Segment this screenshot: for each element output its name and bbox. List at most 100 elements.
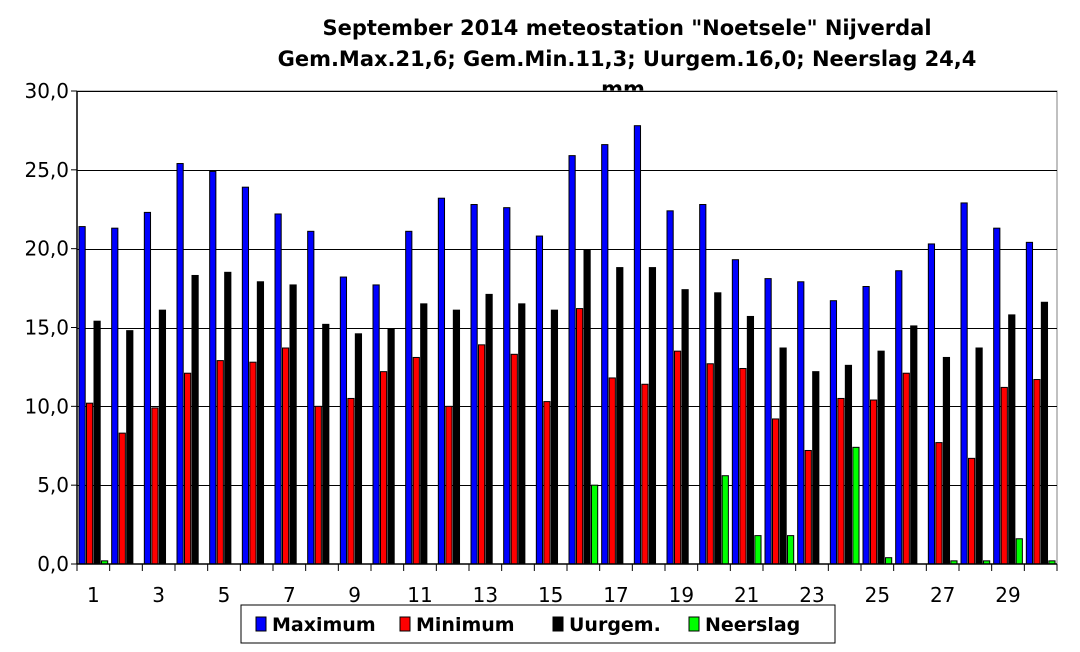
plot-area [76, 90, 1058, 565]
x-tick-label: 5 [218, 583, 231, 607]
bar-uurgem-3 [158, 309, 167, 565]
y-tick-label: 15,0 [24, 316, 69, 340]
bar-minimum-1 [86, 402, 94, 565]
x-tick-label: 9 [348, 583, 361, 607]
bar-uurgem-27 [942, 356, 951, 565]
bar-maximum-12 [437, 197, 446, 565]
bar-neerslag-25 [885, 557, 893, 565]
bar-maximum-10 [372, 284, 380, 565]
bar-uurgem-7 [289, 284, 297, 565]
bar-uurgem-20 [714, 292, 722, 565]
bar-neerslag-24 [852, 446, 860, 565]
bar-minimum-13 [478, 344, 486, 565]
bar-maximum-2 [111, 227, 119, 565]
gridlines [76, 90, 1058, 565]
bar-neerslag-16 [591, 484, 599, 565]
bar-uurgem-26 [910, 325, 918, 565]
bar-maximum-23 [797, 281, 805, 565]
bar-minimum-27 [935, 442, 943, 565]
bar-minimum-17 [608, 377, 616, 565]
bar-maximum-17 [601, 144, 609, 565]
legend-label-maximum: Maximum [272, 614, 376, 636]
bar-uurgem-12 [452, 309, 461, 565]
x-tick-label: 25 [865, 583, 890, 607]
bar-neerslag-29 [1015, 538, 1023, 565]
bar-maximum-26 [895, 270, 903, 565]
x-tick-label: 15 [538, 583, 563, 607]
y-tick-label: 30,0 [24, 79, 69, 103]
bar-uurgem-16 [583, 249, 591, 565]
legend-label-uurgem: Uurgem. [569, 614, 661, 636]
x-tick-label: 19 [669, 583, 694, 607]
bar-minimum-11 [412, 356, 420, 565]
bar-neerslag-20 [721, 475, 729, 565]
bar-maximum-19 [666, 210, 674, 565]
bar-uurgem-4 [191, 274, 199, 565]
bar-uurgem-9 [354, 333, 363, 565]
bar-minimum-10 [380, 371, 388, 565]
bar-maximum-11 [405, 230, 413, 565]
y-tick-label: 10,0 [24, 394, 69, 418]
bars [78, 125, 1056, 565]
bar-maximum-9 [339, 276, 348, 565]
bar-uurgem-14 [518, 303, 526, 565]
x-tick-label: 7 [283, 583, 296, 607]
bar-uurgem-28 [975, 347, 983, 565]
bar-maximum-24 [829, 300, 838, 565]
bar-minimum-28 [968, 457, 976, 565]
bar-minimum-20 [706, 363, 714, 565]
bar-minimum-6 [249, 361, 257, 565]
bar-maximum-27 [927, 243, 936, 565]
bar-uurgem-18 [648, 267, 657, 565]
bar-maximum-6 [241, 186, 250, 565]
chart-title: September 2014 meteostation "Noetsele" N… [278, 16, 977, 101]
bar-neerslag-22 [787, 535, 795, 565]
bar-minimum-22 [772, 418, 780, 565]
bar-uurgem-21 [746, 315, 755, 565]
x-tick-label: 3 [152, 583, 165, 607]
bar-uurgem-29 [1008, 314, 1016, 565]
bar-minimum-25 [870, 399, 878, 565]
bar-minimum-16 [576, 308, 584, 565]
bar-minimum-3 [151, 407, 159, 565]
y-tick-label: 0,0 [37, 552, 69, 576]
bar-minimum-14 [510, 353, 518, 565]
x-tick-label: 1 [87, 583, 100, 607]
bar-maximum-18 [633, 125, 642, 565]
bar-maximum-7 [274, 213, 282, 565]
bar-minimum-29 [1000, 386, 1008, 565]
x-tick-label: 11 [407, 583, 432, 607]
title-line-1: September 2014 meteostation "Noetsele" N… [322, 16, 931, 40]
legend-swatch-uurgem [552, 616, 564, 632]
y-axis-ticks: 0,0 5,0 10,0 15,0 20,0 25,0 30,0 [24, 79, 77, 576]
legend-swatch-minimum [399, 616, 411, 632]
bar-uurgem-30 [1040, 301, 1049, 565]
bar-minimum-7 [282, 347, 290, 565]
x-tick-label: 21 [734, 583, 759, 607]
bar-maximum-16 [568, 155, 576, 565]
x-tick-label: 29 [995, 583, 1020, 607]
bar-maximum-20 [699, 204, 707, 565]
bar-uurgem-2 [126, 330, 134, 565]
bar-maximum-1 [78, 226, 86, 565]
bar-maximum-21 [731, 259, 740, 565]
x-tick-label: 27 [930, 583, 955, 607]
bar-minimum-23 [804, 449, 812, 565]
legend-label-minimum: Minimum [416, 614, 515, 636]
bar-maximum-30 [1025, 241, 1034, 565]
bar-maximum-22 [764, 278, 772, 565]
bar-maximum-25 [862, 286, 870, 565]
bar-uurgem-1 [93, 320, 101, 565]
bar-minimum-4 [184, 372, 192, 565]
bar-minimum-2 [118, 432, 126, 565]
legend: Maximum Minimum Uurgem. Neerslag [240, 604, 836, 644]
bar-maximum-15 [535, 235, 544, 565]
bar-minimum-9 [347, 397, 355, 565]
legend-label-neerslag: Neerslag [705, 614, 800, 636]
bar-uurgem-25 [877, 350, 885, 565]
bar-minimum-8 [314, 405, 322, 565]
x-tick-label: 23 [799, 583, 824, 607]
bar-maximum-8 [307, 230, 315, 565]
bar-minimum-15 [543, 401, 551, 565]
